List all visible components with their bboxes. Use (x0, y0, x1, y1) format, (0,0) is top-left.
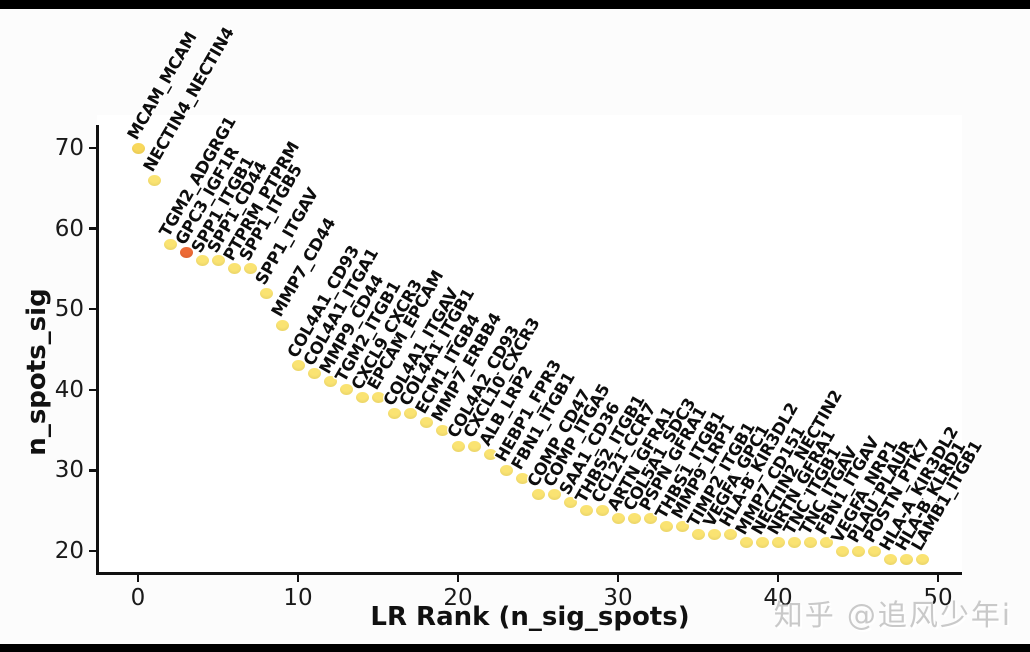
y-tick-label: 60 (54, 215, 84, 242)
data-point (771, 537, 785, 549)
data-point (355, 392, 369, 404)
y-axis-line (96, 125, 99, 575)
data-point (787, 537, 801, 549)
data-point (707, 529, 721, 541)
data-point (499, 464, 513, 476)
x-tick-label: 10 (283, 585, 313, 611)
data-point (819, 537, 833, 549)
data-point (851, 545, 865, 557)
plot-area (97, 115, 962, 572)
data-point (403, 408, 417, 420)
data-point (643, 513, 657, 525)
data-point (435, 424, 449, 436)
x-tick (616, 574, 620, 582)
data-point (595, 505, 609, 517)
data-point (723, 529, 737, 541)
top-black-bar (0, 0, 1030, 9)
data-point (467, 440, 481, 452)
data-point (563, 497, 577, 509)
x-axis-line (96, 572, 962, 575)
data-point (547, 489, 561, 501)
x-tick (776, 574, 780, 582)
data-point (451, 440, 465, 452)
x-tick (136, 574, 140, 582)
data-point (899, 553, 913, 565)
data-point (131, 142, 145, 154)
data-point (323, 376, 337, 388)
x-tick-label: 40 (763, 585, 793, 611)
watermark-text: 知乎 @追风少年i (773, 598, 1012, 632)
data-point (227, 263, 241, 275)
y-tick (89, 146, 97, 150)
x-tick (936, 574, 940, 582)
data-point (883, 553, 897, 565)
x-tick (296, 574, 300, 582)
data-point (515, 472, 529, 484)
y-tick (89, 469, 97, 472)
data-point (659, 521, 673, 533)
data-point (915, 553, 929, 565)
data-point (531, 489, 545, 501)
data-point (371, 392, 385, 404)
y-tick (89, 549, 97, 553)
data-point (739, 537, 753, 549)
data-point (867, 545, 881, 557)
data-point (163, 239, 177, 251)
y-tick-label: 50 (54, 296, 84, 323)
y-tick-label: 30 (54, 457, 84, 484)
data-point (611, 513, 625, 525)
y-tick-label: 40 (54, 376, 84, 403)
x-tick (456, 574, 460, 582)
data-point (147, 174, 161, 186)
data-point (291, 360, 305, 372)
data-point (755, 537, 769, 549)
data-point (675, 521, 689, 533)
y-tick (89, 227, 97, 230)
data-point (307, 368, 321, 380)
y-tick-label: 70 (54, 135, 84, 161)
y-tick-label: 20 (54, 538, 84, 564)
data-point (211, 255, 225, 267)
y-axis-title: n_spots_sig (22, 288, 52, 456)
data-point (387, 408, 401, 420)
y-tick (89, 307, 97, 311)
data-point (339, 384, 353, 396)
x-axis-title: LR Rank (n_sig_spots) (370, 602, 690, 632)
data-point (691, 529, 705, 541)
x-tick-label: 0 (130, 585, 146, 611)
data-point (275, 319, 289, 331)
data-point (835, 545, 849, 557)
data-point (259, 287, 273, 299)
bottom-black-bar (0, 644, 1030, 652)
x-tick-label: 20 (443, 585, 473, 611)
data-point (419, 416, 433, 428)
data-point (627, 513, 641, 525)
data-point (579, 505, 593, 517)
data-point (179, 247, 193, 259)
data-point (195, 255, 209, 267)
x-tick-label: 30 (603, 585, 633, 611)
data-point (483, 448, 497, 460)
x-tick-label: 50 (923, 585, 953, 611)
data-point (803, 537, 817, 549)
data-point (243, 263, 257, 275)
y-tick (89, 388, 97, 392)
